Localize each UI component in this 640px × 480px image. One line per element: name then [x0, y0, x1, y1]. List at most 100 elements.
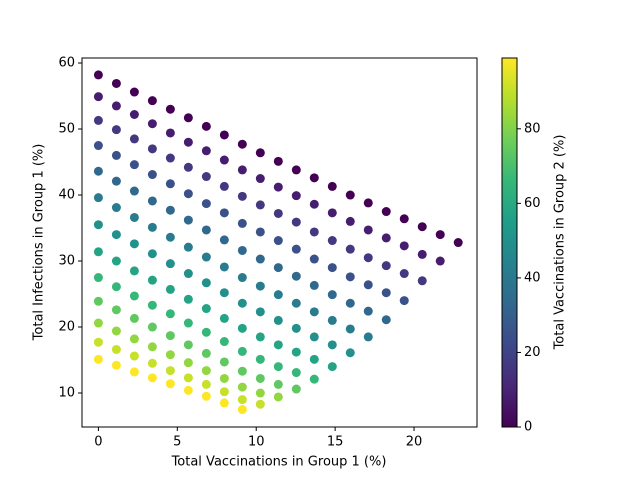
- scatter-point: [147, 342, 157, 352]
- scatter-point: [327, 181, 337, 191]
- x-tick-label: 20: [406, 435, 423, 450]
- scatter-point: [219, 337, 229, 347]
- scatter-point: [219, 398, 229, 408]
- scatter-point: [93, 296, 103, 306]
- scatter-point: [399, 214, 409, 224]
- scatter-point: [255, 200, 265, 210]
- scatter-point: [363, 253, 373, 263]
- scatter-point: [147, 322, 157, 332]
- scatter-point: [399, 269, 409, 279]
- scatter-point: [129, 186, 139, 196]
- scatter-point: [309, 173, 319, 183]
- scatter-point: [183, 373, 193, 383]
- scatter-point: [435, 256, 445, 266]
- colorbar-tick-label: 80: [524, 121, 541, 136]
- scatter-point: [273, 290, 283, 300]
- scatter-point: [327, 208, 337, 218]
- scatter-point: [435, 230, 445, 240]
- colorbar-tick-label: 0: [524, 420, 532, 435]
- scatter-point: [147, 249, 157, 259]
- scatter-point: [381, 315, 391, 325]
- y-tick-label: 20: [58, 320, 75, 335]
- scatter-point: [129, 313, 139, 323]
- scatter-point: [417, 222, 427, 232]
- scatter-point: [345, 272, 355, 282]
- scatter-point: [219, 235, 229, 245]
- scatter-point: [345, 244, 355, 254]
- scatter-point: [129, 134, 139, 144]
- y-tick-label: 30: [58, 254, 75, 269]
- scatter-point: [129, 160, 139, 170]
- scatter-point: [255, 148, 265, 158]
- scatter-point: [219, 208, 229, 218]
- scatter-point: [273, 263, 283, 273]
- scatter-point: [165, 104, 175, 114]
- scatter-point: [399, 296, 409, 306]
- scatter-point: [381, 288, 391, 298]
- scatter-point: [183, 294, 193, 304]
- scatter-point: [111, 326, 121, 336]
- scatter-point: [201, 172, 211, 182]
- scatter-point: [237, 165, 247, 175]
- scatter-point: [237, 366, 247, 376]
- scatter-point: [255, 254, 265, 264]
- scatter-point: [129, 367, 139, 377]
- scatter-point: [327, 263, 337, 273]
- scatter-point: [291, 323, 301, 333]
- scatter-point: [183, 269, 193, 279]
- scatter-point: [273, 236, 283, 246]
- scatter-point: [93, 92, 103, 102]
- scatter-point: [255, 373, 265, 383]
- scatter-point: [201, 379, 211, 389]
- scatter-point: [147, 170, 157, 180]
- scatter-point: [291, 271, 301, 281]
- scatter-point: [237, 298, 247, 308]
- scatter-point: [165, 179, 175, 189]
- scatter-point: [201, 146, 211, 156]
- scatter-point: [201, 199, 211, 209]
- scatter-point: [147, 96, 157, 106]
- scatter-point: [273, 362, 283, 372]
- scatter-point: [111, 360, 121, 370]
- scatter-point: [255, 399, 265, 409]
- scatter-point: [327, 236, 337, 246]
- scatter-point: [309, 199, 319, 209]
- scatter-point: [111, 101, 121, 111]
- scatter-point: [93, 354, 103, 364]
- scatter-point: [219, 288, 229, 298]
- scatter-point: [165, 366, 175, 376]
- scatter-point: [147, 275, 157, 285]
- scatter-point: [201, 304, 211, 314]
- scatter-point: [273, 156, 283, 166]
- scatter-point: [147, 196, 157, 206]
- scatter-point: [291, 384, 301, 394]
- plot-frame: [81, 57, 478, 428]
- scatter-point: [183, 189, 193, 199]
- scatter-point: [291, 347, 301, 357]
- scatter-point: [363, 332, 373, 342]
- scatter-point: [93, 166, 103, 176]
- scatter-point: [93, 220, 103, 230]
- scatter-point: [345, 190, 355, 200]
- scatter-point: [309, 280, 319, 290]
- scatter-point: [165, 350, 175, 360]
- scatter-point: [309, 354, 319, 364]
- scatter-point: [147, 300, 157, 310]
- scatter-point: [273, 340, 283, 350]
- scatter-point: [237, 346, 247, 356]
- scatter-point: [417, 249, 427, 259]
- scatter-point: [183, 358, 193, 368]
- scatter-point: [147, 119, 157, 129]
- scatter-point: [111, 203, 121, 213]
- scatter-point: [309, 332, 319, 342]
- scatter-point: [111, 256, 121, 266]
- scatter-point: [255, 332, 265, 342]
- scatter-point: [201, 348, 211, 358]
- y-tick-label: 10: [58, 386, 75, 401]
- scatter-point: [111, 78, 121, 88]
- scatter-point: [255, 281, 265, 291]
- scatter-point: [165, 309, 175, 319]
- scatter-point: [399, 241, 409, 251]
- scatter-point: [363, 225, 373, 235]
